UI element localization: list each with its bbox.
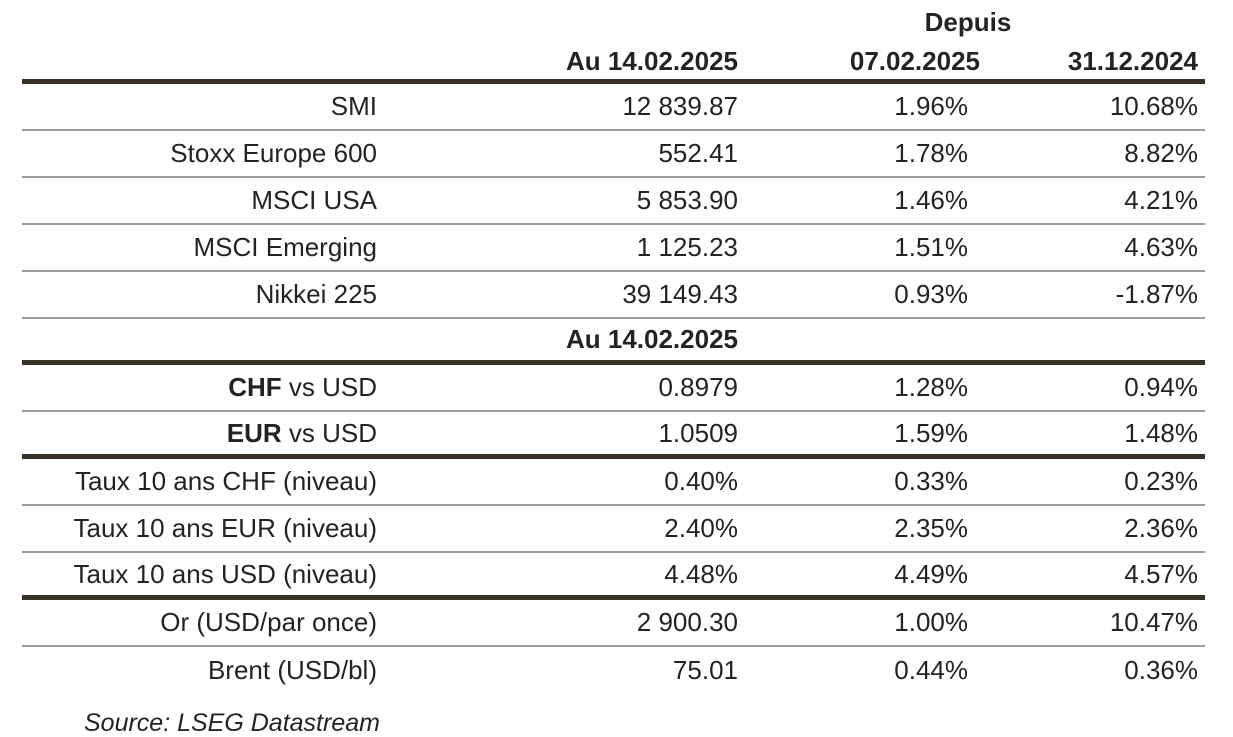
value-since-week: 1.46%: [894, 185, 968, 215]
label-suffix: vs USD: [281, 372, 377, 402]
col-header-since-week: 07.02.2025: [849, 46, 980, 76]
row-label: MSCI USA: [251, 185, 377, 215]
value-since-ytd: 0.94%: [1124, 372, 1198, 402]
table-header-dates-row: Au 14.02.2025 07.02.2025 31.12.2024: [22, 44, 1205, 84]
value-level: 552.41: [658, 138, 738, 168]
value-level: 0.40%: [664, 466, 738, 496]
value-since-week: 1.51%: [894, 232, 968, 262]
value-since-ytd: 1.48%: [1124, 417, 1198, 448]
value-since-week: 1.96%: [894, 91, 968, 121]
currency-code: CHF: [228, 372, 282, 402]
row-label: EUR vs USD: [22, 418, 377, 449]
value-since-ytd: 8.82%: [1124, 138, 1198, 168]
table-row-eur-usd: EUR vs USD 1.0509 1.59% 1.48%: [22, 412, 1205, 459]
value-since-week: 1.59%: [894, 417, 968, 448]
value-since-ytd: 2.36%: [1124, 513, 1198, 543]
source-note: Source: LSEG Datastream: [84, 708, 380, 737]
row-label: Nikkei 225: [255, 279, 377, 309]
value-since-ytd: 4.63%: [1124, 232, 1198, 262]
value-since-week: 0.93%: [894, 279, 968, 309]
row-label: Or (USD/par once): [160, 607, 377, 637]
table-row-smi: SMI 12 839.87 1.96% 10.68%: [22, 84, 1205, 131]
col-header-au-date: Au 14.02.2025: [565, 46, 738, 76]
value-since-ytd: 0.23%: [1124, 466, 1198, 496]
value-since-ytd: 10.68%: [1109, 91, 1198, 121]
table-row-chf-usd: CHF vs USD 0.8979 1.28% 0.94%: [22, 365, 1205, 412]
depuis-header: Depuis: [924, 6, 1012, 37]
row-label: CHF vs USD: [22, 372, 377, 403]
table-row-msci-usa: MSCI USA 5 853.90 1.46% 4.21%: [22, 178, 1205, 225]
table-row-or: Or (USD/par once) 2 900.30 1.00% 10.47%: [22, 600, 1205, 647]
market-table: Depuis Au 14.02.2025 07.02.2025 31.12.20…: [22, 0, 1205, 737]
table-row-taux-usd: Taux 10 ans USD (niveau) 4.48% 4.49% 4.5…: [22, 553, 1205, 600]
table-row-taux-chf: Taux 10 ans CHF (niveau) 0.40% 0.33% 0.2…: [22, 459, 1205, 506]
row-label: Taux 10 ans CHF (niveau): [74, 466, 377, 496]
table-row-stoxx: Stoxx Europe 600 552.41 1.78% 8.82%: [22, 131, 1205, 178]
value-since-week: 4.49%: [894, 558, 968, 589]
value-since-week: 0.44%: [894, 655, 968, 685]
value-since-week: 1.00%: [894, 607, 968, 637]
label-suffix: vs USD: [281, 417, 377, 448]
table-row-taux-eur: Taux 10 ans EUR (niveau) 2.40% 2.35% 2.3…: [22, 506, 1205, 553]
row-label: MSCI Emerging: [193, 232, 378, 262]
row-label: Stoxx Europe 600: [170, 138, 377, 168]
value-since-ytd: 0.36%: [1124, 655, 1198, 685]
value-since-week: 1.28%: [894, 372, 968, 402]
table-row-nikkei: Nikkei 225 39 149.43 0.93% -1.87%: [22, 272, 1205, 319]
value-since-week: 1.78%: [894, 138, 968, 168]
table-mid-header-row: Au 14.02.2025: [22, 319, 1205, 365]
row-label: SMI: [330, 91, 377, 121]
row-label: Brent (USD/bl): [207, 655, 377, 685]
currency-code: EUR: [226, 417, 282, 448]
table-header-depuis-row: Depuis: [22, 0, 1205, 44]
value-level: 1.0509: [658, 417, 738, 448]
value-level: 75.01: [672, 655, 738, 685]
value-level: 12 839.87: [622, 91, 738, 121]
value-level: 2 900.30: [636, 607, 738, 637]
value-since-week: 2.35%: [894, 513, 968, 543]
value-level: 39 149.43: [622, 279, 738, 309]
table-row-msci-emerging: MSCI Emerging 1 125.23 1.51% 4.63%: [22, 225, 1205, 272]
row-label: Taux 10 ans USD (niveau): [73, 558, 377, 589]
value-since-ytd: -1.87%: [1115, 279, 1198, 309]
value-since-week: 0.33%: [894, 466, 968, 496]
value-level: 2.40%: [664, 513, 738, 543]
value-since-ytd: 4.57%: [1124, 558, 1198, 589]
mid-header-au-date: Au 14.02.2025: [565, 324, 738, 354]
table-row-brent: Brent (USD/bl) 75.01 0.44% 0.36%: [22, 647, 1205, 694]
value-since-ytd: 4.21%: [1124, 185, 1198, 215]
value-level: 5 853.90: [636, 185, 738, 215]
value-level: 0.8979: [658, 372, 738, 402]
col-header-since-ytd: 31.12.2024: [1067, 46, 1198, 76]
value-level: 1 125.23: [636, 232, 738, 262]
row-label: Taux 10 ans EUR (niveau): [73, 513, 377, 543]
value-level: 4.48%: [664, 558, 738, 589]
value-since-ytd: 10.47%: [1109, 607, 1198, 637]
